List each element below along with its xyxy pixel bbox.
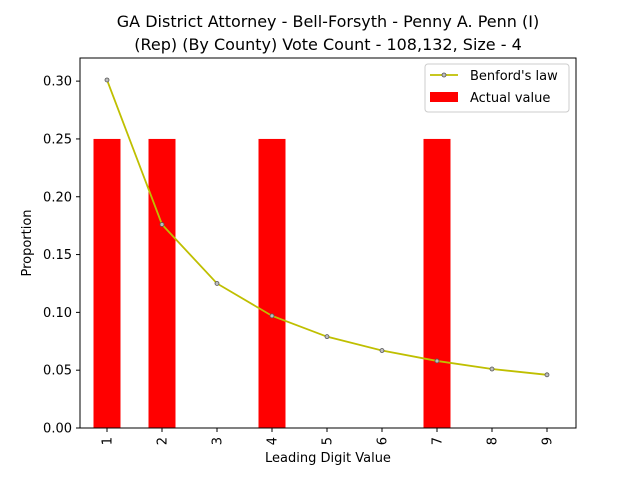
y-tick-label: 0.00 bbox=[43, 422, 72, 437]
y-tick-label: 0.20 bbox=[43, 190, 72, 205]
bar-actual-7 bbox=[423, 138, 451, 428]
legend-box bbox=[424, 63, 570, 113]
legend: Benford's law Actual value bbox=[424, 63, 570, 113]
x-tick-label: 9 bbox=[541, 437, 556, 445]
plot-area bbox=[79, 57, 577, 429]
bar-actual-1 bbox=[93, 138, 121, 428]
y-axis: 0.00 0.05 0.10 0.15 0.20 0.25 0.30 bbox=[43, 75, 80, 437]
x-tick-label: 6 bbox=[376, 437, 391, 445]
benford-point-7 bbox=[434, 358, 440, 364]
x-axis: 1 2 3 4 5 6 7 8 9 bbox=[101, 428, 556, 445]
benford-point-8 bbox=[489, 366, 495, 372]
benford-point-3 bbox=[214, 281, 220, 286]
legend-label-actual: Actual value bbox=[470, 91, 550, 106]
benford-point-4 bbox=[269, 313, 275, 319]
benford-point-1 bbox=[104, 77, 110, 83]
benford-point-5 bbox=[324, 334, 330, 340]
y-tick-label: 0.05 bbox=[43, 364, 72, 379]
x-tick-label: 5 bbox=[321, 437, 336, 445]
y-tick-label: 0.15 bbox=[43, 248, 72, 263]
y-tick-label: 0.25 bbox=[43, 132, 72, 147]
benford-point-2 bbox=[159, 222, 165, 227]
y-axis-label: Proportion bbox=[20, 209, 35, 276]
x-tick-label: 4 bbox=[266, 437, 281, 445]
x-tick-label: 7 bbox=[431, 437, 446, 445]
x-tick-label: 8 bbox=[486, 437, 501, 445]
y-tick-label: 0.10 bbox=[43, 306, 72, 321]
x-tick-label: 3 bbox=[211, 437, 226, 445]
benford-point-9 bbox=[544, 372, 550, 378]
bar-actual-2 bbox=[148, 138, 176, 428]
y-tick-label: 0.30 bbox=[43, 75, 72, 90]
line-layer bbox=[104, 77, 550, 378]
legend-label-benford: Benford's law bbox=[470, 69, 558, 84]
x-axis-label: Leading Digit Value bbox=[265, 451, 391, 466]
benford-point-6 bbox=[379, 348, 385, 353]
legend-line-marker bbox=[441, 72, 447, 78]
axes-frame bbox=[79, 57, 577, 429]
legend-bar-swatch bbox=[430, 92, 458, 102]
x-tick-label: 1 bbox=[101, 437, 116, 445]
x-tick-label: 2 bbox=[156, 437, 171, 445]
bar-actual-4 bbox=[258, 138, 286, 428]
chart-title-line-1: GA District Attorney - Bell-Forsyth - Pe… bbox=[117, 12, 539, 31]
bars-layer bbox=[93, 138, 451, 428]
chart-title-line-2: (Rep) (By County) Vote Count - 108,132, … bbox=[134, 35, 522, 54]
